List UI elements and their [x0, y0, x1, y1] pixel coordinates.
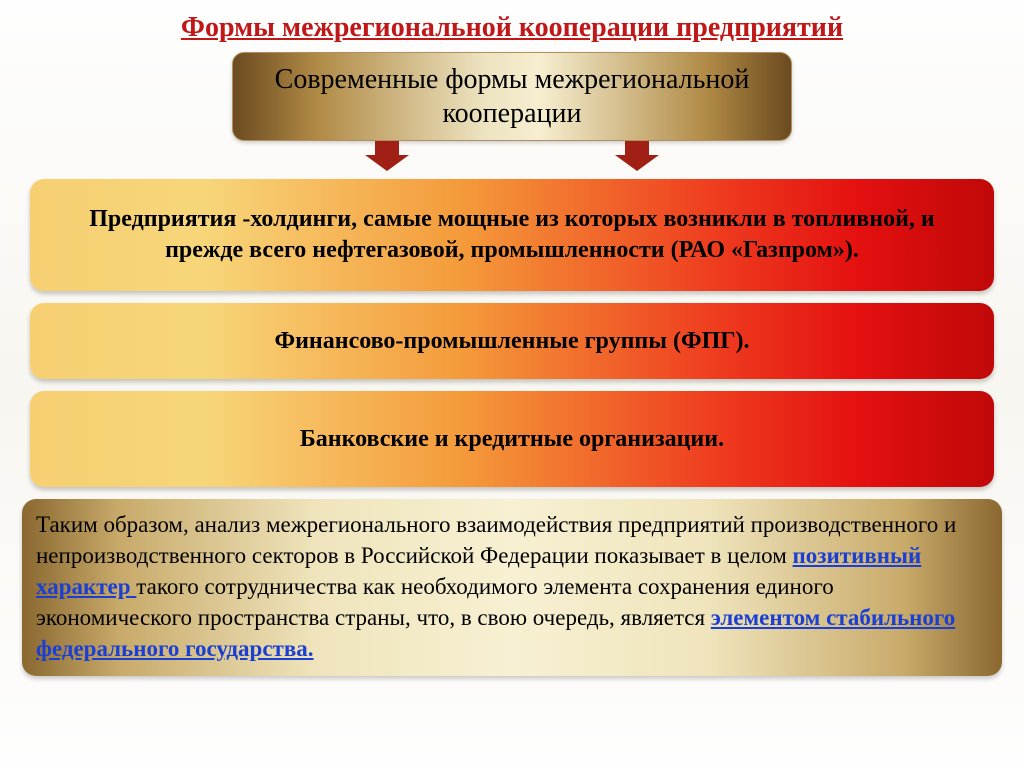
content-box-fpg: Финансово-промышленные группы (ФПГ).: [30, 303, 994, 379]
slide-container: Формы межрегиональной кооперации предпри…: [0, 0, 1024, 692]
content-box-holdings: Предприятия -холдинги, самые мощные из к…: [30, 179, 994, 291]
content-box-banks: Банковские и кредитные организации.: [30, 391, 994, 487]
arrows-row: [20, 145, 1004, 175]
summary-box: Таким образом, анализ межрегионального в…: [22, 499, 1002, 676]
subtitle-box: Современные формы межрегиональной коопер…: [232, 52, 792, 141]
main-title: Формы межрегиональной кооперации предпри…: [20, 12, 1004, 44]
